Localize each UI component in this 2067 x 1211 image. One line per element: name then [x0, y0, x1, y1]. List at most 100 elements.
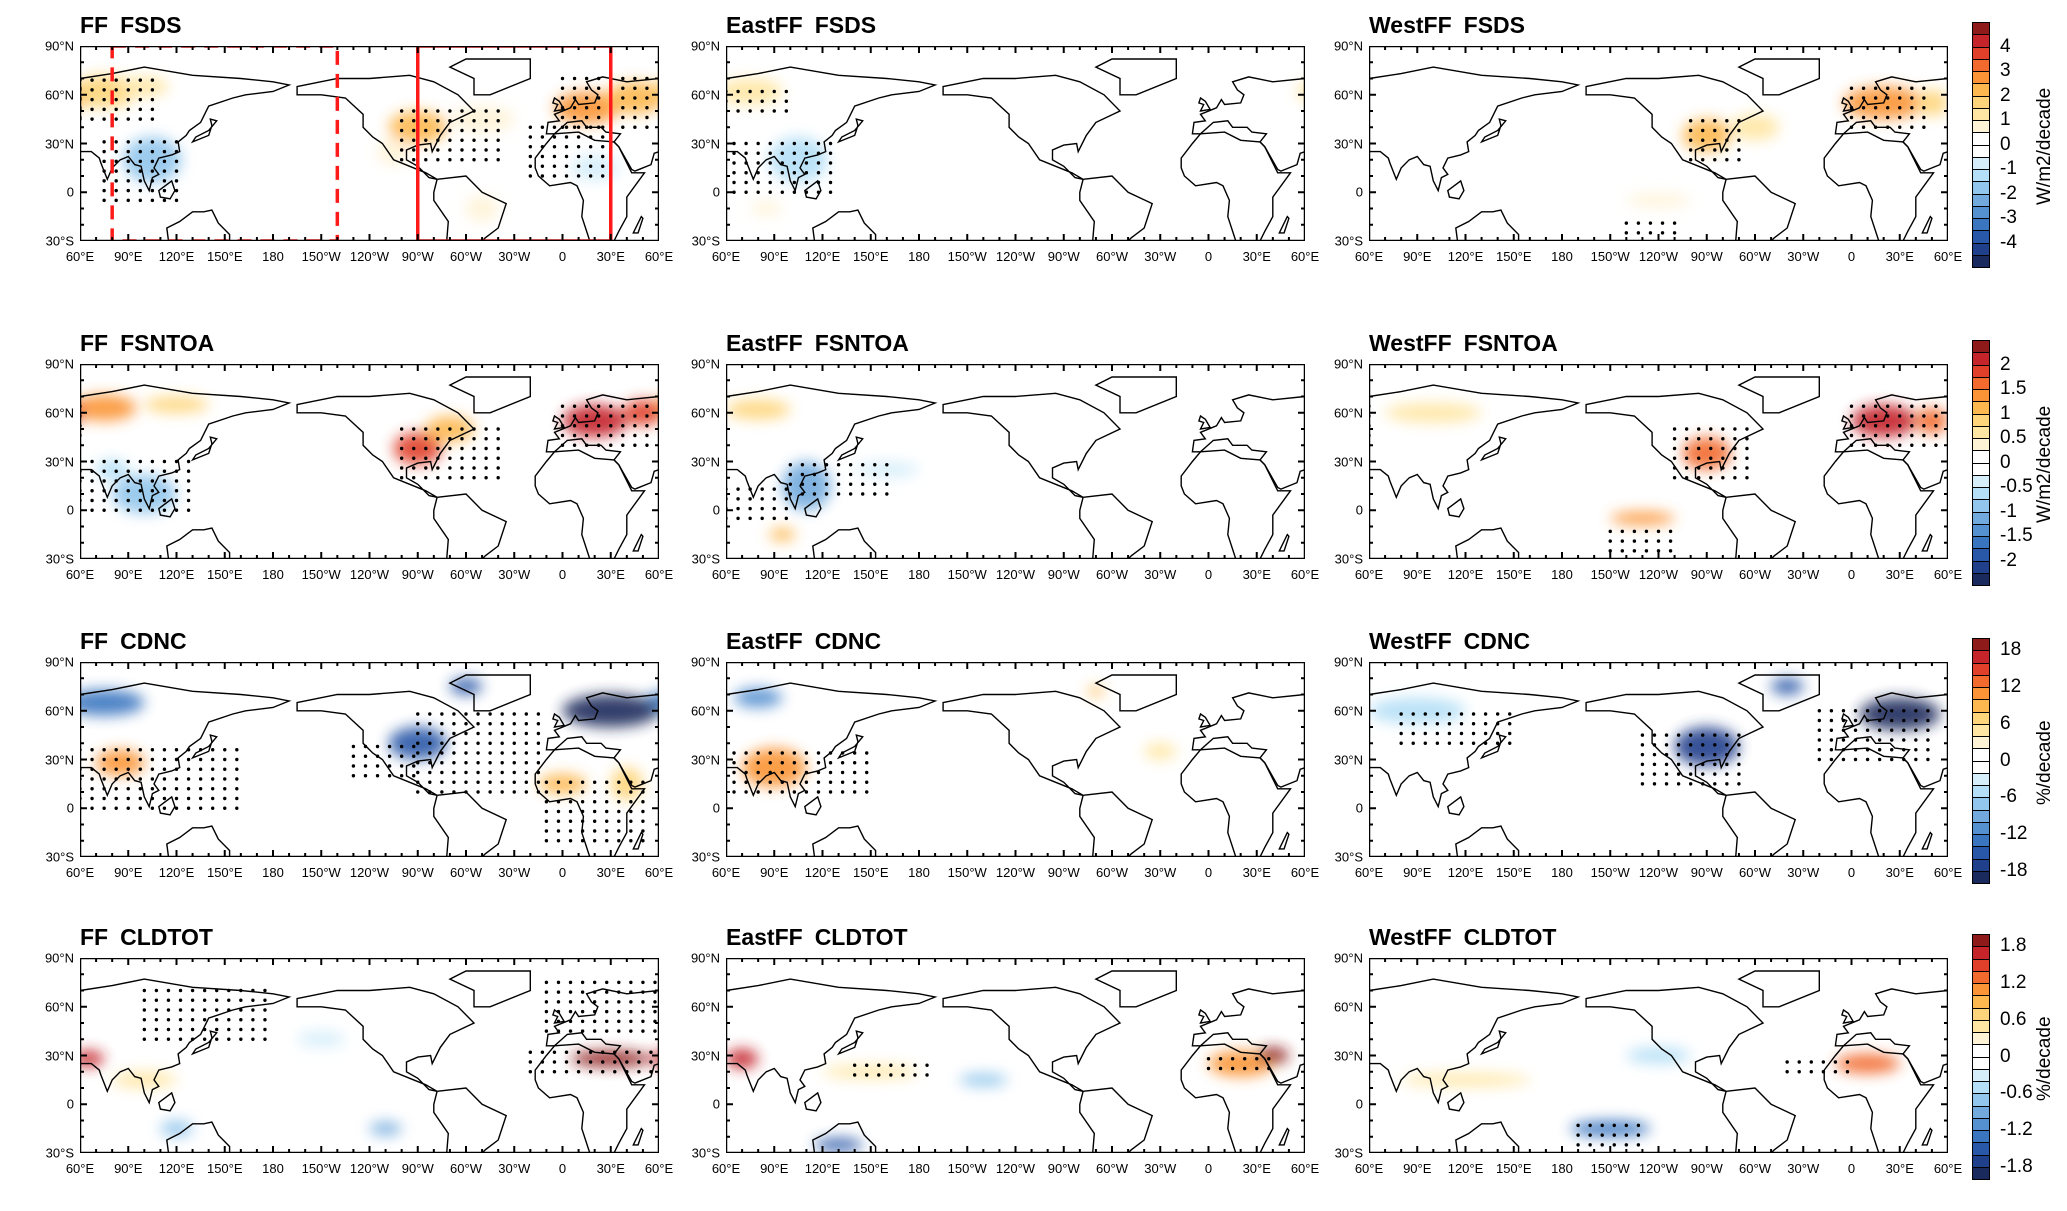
significance-dot: [1624, 1143, 1629, 1147]
significance-dot: [1725, 119, 1729, 123]
significance-dot: [1588, 1123, 1592, 1128]
significance-dot: [1652, 782, 1657, 786]
colorbar-box: [1972, 132, 1990, 146]
significance-dot: [748, 89, 752, 94]
significance-dot: [1902, 748, 1906, 752]
significance-dot: [235, 796, 239, 801]
significance-dot: [460, 456, 464, 460]
significance-dot: [202, 1008, 207, 1012]
significance-dot: [186, 777, 191, 781]
significance-dot: [114, 489, 118, 493]
significance-dot: [576, 164, 581, 168]
significance-dot: [556, 809, 561, 814]
map-panel-eastff-fsds: EastFF FSDS 90°N 60°N 30°N 0 30°S 60°E 90°E 120°E…: [691, 12, 1319, 264]
significance-dot: [649, 1070, 653, 1074]
significance-dot: [524, 731, 529, 736]
significance-dot: [568, 790, 573, 794]
significance-dot: [772, 99, 776, 103]
significance-dot: [744, 151, 748, 155]
significance-dot: [744, 190, 748, 194]
significance-dot: [792, 171, 797, 175]
significance-dot: [1829, 757, 1834, 762]
significance-dot: [424, 158, 428, 162]
significance-dot: [1725, 733, 1729, 737]
colorbar-box: [1972, 340, 1990, 354]
significance-dot: [412, 128, 416, 133]
significance-dot: [748, 487, 752, 491]
significance-dot: [1926, 718, 1930, 723]
significance-dot: [536, 790, 541, 794]
anomaly-shading: [1385, 403, 1482, 423]
significance-dot: [399, 466, 404, 470]
significance-dot: [772, 497, 776, 501]
significance-dot: [1672, 456, 1677, 460]
lon-tick-label: 180: [262, 249, 284, 264]
coastline: [942, 392, 1122, 498]
significance-dot: [605, 780, 609, 784]
significance-dot: [215, 1027, 219, 1032]
significance-dot: [460, 427, 464, 431]
significance-dot: [1668, 529, 1673, 534]
anomaly-shading: [449, 106, 515, 133]
colorbar-label: -0.5: [2000, 476, 2033, 497]
lon-tick-label: 150°W: [947, 249, 987, 264]
significance-dot: [102, 748, 106, 752]
significance-dot: [1721, 476, 1725, 480]
significance-dot: [792, 751, 797, 755]
significance-dot: [1873, 86, 1878, 90]
anomaly-shading: [1835, 1053, 1900, 1074]
coastline: [836, 734, 864, 760]
lon-tick-label: 120°E: [158, 1161, 195, 1176]
significance-dot: [1709, 476, 1713, 480]
coastline: [166, 527, 231, 559]
lon-tick-label: 120°W: [995, 865, 1036, 880]
significance-dot: [848, 472, 853, 477]
significance-dot: [500, 731, 504, 736]
coastline: [1191, 394, 1305, 490]
coastline: [632, 215, 644, 234]
significance-dot: [836, 463, 841, 467]
anomaly-shading: [814, 1138, 863, 1152]
significance-dot: [1399, 722, 1403, 726]
lon-tick-label: 150°W: [301, 567, 341, 582]
significance-dot: [114, 469, 118, 473]
significance-dot: [1890, 738, 1894, 742]
significance-dot: [1817, 757, 1822, 762]
colorbar-label: 0.5: [2000, 427, 2027, 448]
significance-dot: [227, 1037, 231, 1041]
significance-dot: [263, 1008, 267, 1012]
significance-dot: [780, 180, 784, 185]
significance-dot: [617, 809, 621, 814]
significance-dot: [768, 190, 772, 194]
significance-dot: [568, 800, 573, 804]
significance-dot: [138, 777, 143, 781]
significance-dot: [1423, 722, 1427, 726]
colorbar-box: [1972, 58, 1990, 72]
significance-dot: [528, 174, 533, 178]
significance-dot: [496, 148, 500, 152]
significance-dot: [102, 806, 106, 810]
significance-dot: [649, 1060, 653, 1064]
significance-dot: [580, 1009, 585, 1014]
coastline: [1198, 1008, 1212, 1024]
significance-dot: [102, 777, 106, 781]
coastline: [1455, 825, 1520, 857]
significance-dot: [852, 761, 857, 765]
colorbar-label: 2: [2000, 353, 2011, 375]
significance-dot: [1890, 718, 1894, 723]
significance-dot: [251, 1018, 255, 1022]
significance-dot: [1898, 424, 1902, 428]
significance-dot: [460, 128, 464, 133]
panel-title: WestFF CLDTOT: [1369, 924, 1568, 951]
significance-dot: [114, 78, 118, 82]
significance-dot: [877, 1073, 881, 1077]
significance-dot: [1697, 456, 1701, 460]
lon-tick-label: 30°E: [1885, 567, 1914, 582]
significance-dot: [142, 1027, 147, 1032]
significance-dot: [1861, 115, 1866, 120]
significance-dot: [399, 427, 404, 431]
lon-tick-label: 150°W: [947, 1161, 987, 1176]
significance-dot: [138, 78, 143, 82]
significance-dot: [1861, 96, 1866, 100]
significance-dot: [440, 712, 444, 716]
